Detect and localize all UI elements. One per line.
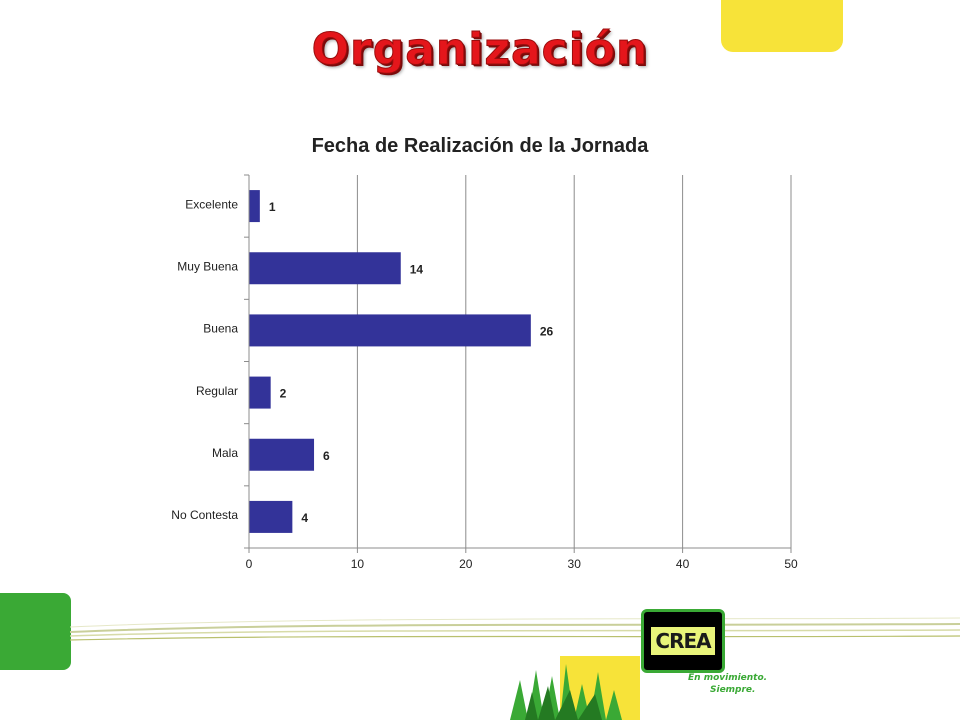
- x-tick-label: 20: [459, 557, 473, 571]
- data-label: 6: [323, 449, 330, 463]
- data-label: 2: [280, 387, 287, 401]
- slide-title: Organización: [311, 24, 649, 76]
- data-label: 26: [540, 324, 554, 338]
- category-label: No Contesta: [171, 508, 238, 522]
- chart-title: Fecha de Realización de la Jornada: [312, 135, 650, 157]
- crea-logo: CREA: [641, 609, 725, 673]
- category-label: Muy Buena: [177, 259, 238, 273]
- x-tick-label: 10: [351, 557, 365, 571]
- tagline-line-2: Siempre.: [710, 685, 756, 695]
- bar: [249, 314, 531, 347]
- axes: [244, 174, 792, 553]
- bar: [249, 190, 260, 223]
- decorative-yellow-tab: [721, 0, 843, 52]
- gridlines: [356, 175, 792, 548]
- green-block: [0, 593, 71, 670]
- category-label: Buena: [203, 322, 238, 336]
- bars: [249, 190, 531, 533]
- x-tick-label: 40: [676, 557, 690, 571]
- logo-tagline: En movimiento. Siempre.: [688, 672, 808, 696]
- bar: [249, 376, 271, 409]
- bar: [249, 252, 401, 285]
- x-tick-label: 0: [246, 557, 253, 571]
- category-label: Regular: [196, 384, 238, 398]
- category-label: Excelente: [185, 197, 238, 211]
- x-tick-label: 50: [784, 557, 798, 571]
- crea-logo-text: CREA: [651, 627, 715, 655]
- bar: [249, 500, 293, 533]
- tagline-line-1: En movimiento.: [688, 673, 768, 683]
- bar-chart: Fecha de Realización de la Jornada 0 10 20…: [171, 135, 798, 571]
- bar: [249, 438, 315, 471]
- decorative-swoosh: [0, 593, 960, 720]
- x-tick-label: 30: [568, 557, 582, 571]
- data-label: 14: [410, 262, 424, 276]
- category-label: Mala: [212, 446, 238, 460]
- data-label: 4: [301, 511, 308, 525]
- data-label: 1: [269, 200, 276, 214]
